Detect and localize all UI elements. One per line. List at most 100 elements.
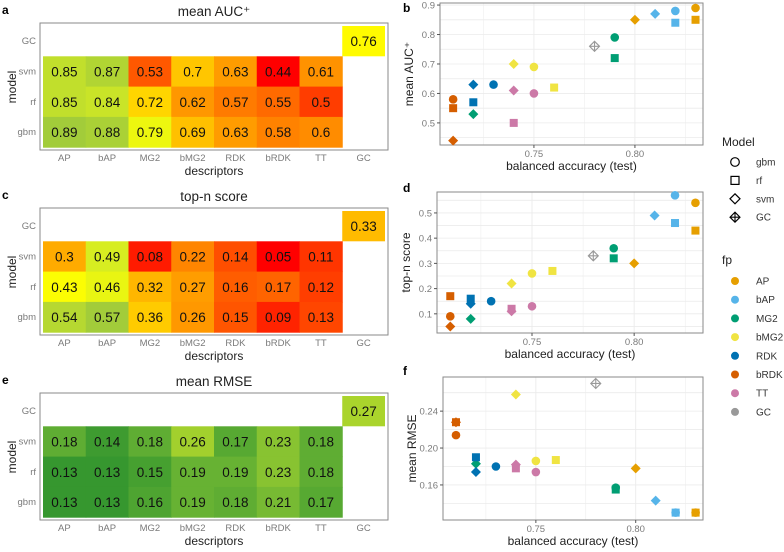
panel-title: mean RMSE bbox=[176, 374, 253, 389]
legend-item-gbm: gbm bbox=[756, 158, 775, 169]
y-tick-label: 0.3 bbox=[419, 259, 432, 270]
points bbox=[450, 377, 700, 517]
y-axis-title: mean RMSE bbox=[405, 414, 419, 482]
heatmap-cell bbox=[256, 86, 300, 118]
heatmap-cell bbox=[43, 486, 87, 518]
cell-value: 0.88 bbox=[94, 125, 120, 140]
y-tick-label: svm bbox=[19, 436, 37, 447]
cell-value: 0.85 bbox=[51, 95, 77, 110]
legend-TT-swatch-icon bbox=[731, 389, 739, 398]
x-axis-title: balanced accuracy (test) bbox=[508, 534, 639, 548]
point-bRDK-gbm bbox=[445, 312, 455, 321]
heatmap-cell bbox=[214, 486, 258, 518]
point-RDK-svm bbox=[468, 79, 479, 90]
point-AP-svm bbox=[630, 463, 641, 474]
heatmap-cell bbox=[299, 56, 343, 88]
diamond-plus-shape bbox=[589, 377, 602, 390]
y-tick-label: 0.2 bbox=[419, 284, 432, 295]
y-axis-title: top-n score bbox=[399, 232, 413, 292]
legend-item-bMG2: bMG2 bbox=[756, 333, 784, 344]
point-bMG2-rf bbox=[550, 83, 559, 92]
heatmap-cell bbox=[85, 426, 129, 458]
diamond-plus-shape bbox=[729, 211, 741, 223]
y-tick-label: gbm bbox=[18, 127, 37, 138]
point-AP-svm bbox=[629, 14, 640, 25]
cell-value: 0.85 bbox=[51, 64, 77, 79]
heatmap-cell bbox=[342, 26, 385, 57]
y-tick-label: 0.8 bbox=[422, 30, 435, 41]
heatmap-cell bbox=[342, 211, 385, 242]
x-tick-label: 0.75 bbox=[527, 524, 546, 535]
x-tick-label: RDK bbox=[225, 338, 246, 349]
cell-value: 0.18 bbox=[308, 434, 334, 449]
point-bAP-svm bbox=[650, 495, 661, 506]
y-tick-label: 0.1 bbox=[419, 309, 432, 320]
cell-value: 0.23 bbox=[265, 465, 291, 480]
panel-letter: f bbox=[403, 364, 408, 378]
cell-value: 0.13 bbox=[308, 310, 334, 325]
diamond-plus-shape bbox=[588, 40, 601, 53]
point-MG2-rf bbox=[610, 54, 619, 63]
heatmap-cell bbox=[85, 456, 129, 488]
legend-title-fp: fp bbox=[722, 253, 732, 267]
cell-value: 0.09 bbox=[265, 310, 291, 325]
point-bMG2-rf bbox=[551, 456, 560, 465]
cell-value: 0.18 bbox=[137, 434, 163, 449]
cell-value: 0.72 bbox=[137, 95, 163, 110]
panel-letter: a bbox=[2, 3, 9, 17]
heatmap-cell bbox=[85, 116, 129, 148]
point-bRDK-svm bbox=[450, 417, 461, 428]
point-MG2-gbm bbox=[609, 243, 619, 253]
heatmap-panel-c: 0.33 GC 0.3 0.49 0.08 0.22 0.14 0.05 0.11 svm 0.43… bbox=[5, 189, 389, 363]
points bbox=[445, 190, 700, 332]
point-RDK-gbm bbox=[489, 80, 498, 89]
cell-value: 0.36 bbox=[137, 310, 163, 325]
cell-value: 0.26 bbox=[179, 310, 205, 325]
point-bMG2-gbm bbox=[529, 62, 539, 72]
legend-item-GC: GC bbox=[756, 213, 771, 224]
heatmap-cell bbox=[256, 56, 300, 88]
plot-frame bbox=[436, 191, 704, 334]
point-bAP-svm bbox=[649, 210, 660, 221]
legend-item-TT: TT bbox=[756, 389, 768, 400]
point-MG2-gbm bbox=[610, 33, 620, 42]
cell-value: 0.22 bbox=[179, 249, 205, 264]
cell-value: 0.76 bbox=[350, 34, 376, 49]
cell-value: 0.17 bbox=[265, 280, 291, 295]
y-tick-label: rf bbox=[30, 467, 36, 478]
x-tick-label: RDK bbox=[225, 523, 246, 534]
heatmap-cell bbox=[256, 116, 300, 148]
point-RDK-svm bbox=[470, 467, 481, 478]
point-RDK-svm bbox=[465, 298, 476, 309]
heatmap-cell bbox=[85, 271, 129, 303]
cell-value: 0.61 bbox=[308, 64, 334, 79]
point-MG2-svm bbox=[468, 109, 479, 120]
x-tick-label: MG2 bbox=[140, 153, 161, 164]
y-tick-label: 0.4 bbox=[419, 234, 432, 245]
x-tick-label: bAP bbox=[98, 153, 116, 164]
cell-value: 0.87 bbox=[94, 64, 120, 79]
cell-value: 0.08 bbox=[137, 249, 163, 264]
x-tick-label: 0.80 bbox=[625, 337, 644, 348]
cell-value: 0.16 bbox=[137, 495, 163, 510]
heatmap-cell bbox=[342, 396, 385, 427]
heatmap-cell bbox=[299, 86, 343, 118]
legend-bMG2-swatch-icon bbox=[731, 333, 739, 342]
x-axis-title: balanced accuracy (test) bbox=[505, 347, 636, 361]
cell-value: 0.44 bbox=[265, 64, 292, 79]
point-TT-gbm bbox=[531, 467, 541, 477]
heatmap-cell bbox=[171, 426, 215, 458]
heatmap-cell bbox=[43, 241, 87, 273]
heatmap-cell bbox=[43, 271, 87, 303]
point-TT-svm bbox=[508, 85, 519, 96]
y-axis-title: model bbox=[5, 256, 19, 289]
x-tick-label: 0.75 bbox=[523, 337, 542, 348]
cell-value: 0.17 bbox=[222, 434, 248, 449]
heatmap-cell bbox=[256, 241, 300, 273]
heatmap-cell bbox=[171, 486, 215, 518]
heatmap-cell bbox=[43, 456, 87, 488]
point-RDK-gbm bbox=[486, 296, 496, 306]
y-tick-label: 0.9 bbox=[422, 1, 435, 12]
legend-item-bRDK: bRDK bbox=[756, 370, 783, 381]
